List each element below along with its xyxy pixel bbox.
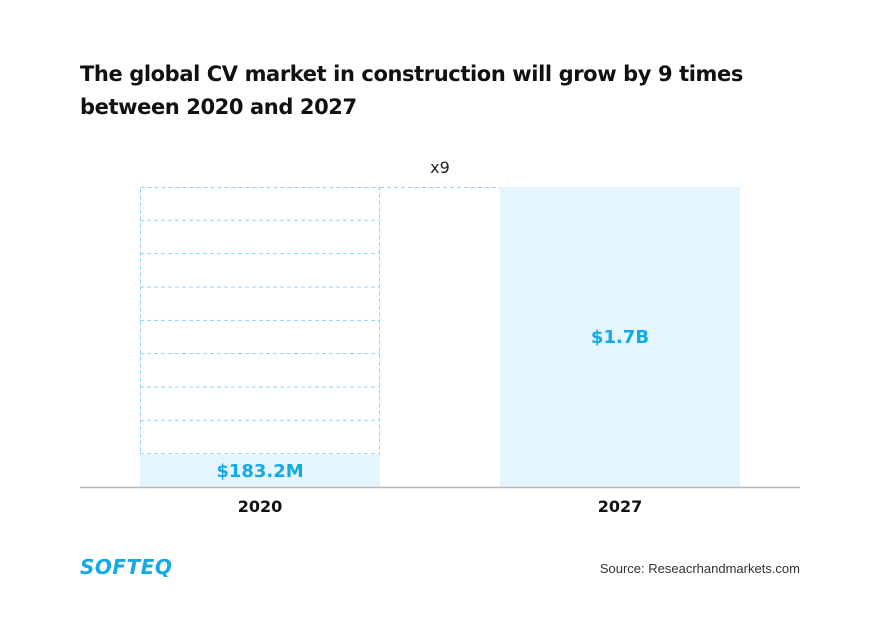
value-label-2027: $1.7B [591,327,649,348]
bar-2020 [140,454,380,487]
ghost-stack-outline [140,187,380,487]
value-label-2020: $183.2M [216,461,303,482]
bar-2027 [500,187,740,487]
softeq-logo: SOFTEQ [80,555,173,579]
source-text: Source: Reseacrhandmarkets.com [599,561,800,576]
multiplier-label: x9 [430,158,450,177]
chart-title: The global CV market in construction wil… [80,62,743,119]
x-tick-label-2020: 2020 [238,497,283,516]
x-tick-label-2027: 2027 [598,497,643,516]
